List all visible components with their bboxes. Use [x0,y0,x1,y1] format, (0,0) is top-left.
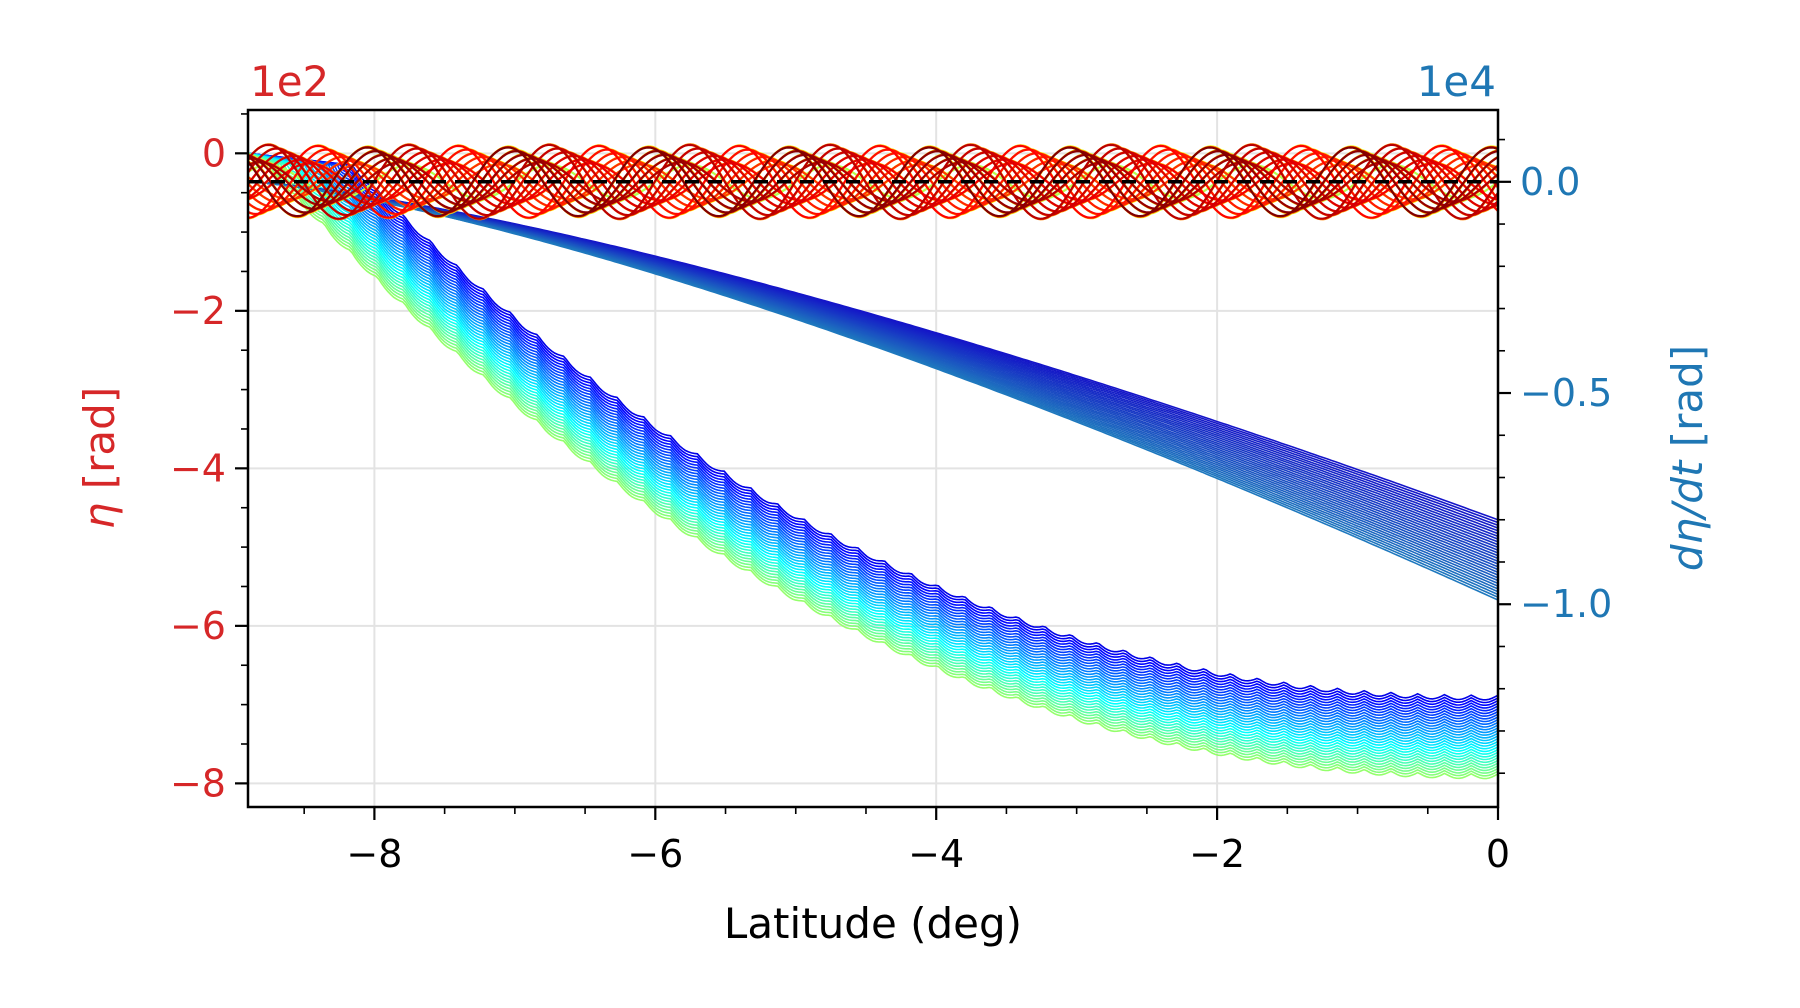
eta-series-line [248,152,1498,761]
oscillation-series-line [248,146,1498,218]
series-layer [248,143,1498,780]
left-axis-label: η [rad] [75,387,124,529]
oscillation-series-line [248,144,1498,219]
frame-layer [246,108,1500,809]
detadt-series-line [248,181,1498,590]
right-axis-label-unit: [rad] [1663,345,1712,461]
eta-series-line [248,152,1498,712]
left-tick-label: 0 [202,131,226,175]
eta-series-line [248,152,1498,769]
detadt-series-line [248,181,1498,535]
left-tick-label: −2 [170,289,226,333]
detadt-series-line [248,181,1498,593]
left-tick-label: −4 [170,446,226,490]
eta-series-line [248,152,1498,715]
tick-layer: −8 −6 −4 −2 0 0 −2 −4 −6 −8 0.0 −0.5 −1.0 [170,113,1612,876]
plot-frame [246,108,1500,809]
eta-series-line [248,152,1498,747]
oscillation-series-line [248,151,1498,213]
oscillation-series-line [248,161,1498,203]
x-tick-label: −2 [1189,832,1245,876]
eta-series-line [248,152,1498,780]
eta-series-line [248,152,1498,701]
left-axis-label-symbol: η [75,503,124,530]
eta-series-line [248,152,1498,772]
detadt-series-line [248,181,1498,596]
eta-series-line [248,152,1498,764]
x-tick-label: 0 [1486,832,1510,876]
eta-series-line [248,152,1498,774]
detadt-series-line [248,181,1498,582]
detadt-series-line [248,181,1498,587]
eta-series-line [248,152,1498,720]
right-tick-label: −0.5 [1520,371,1612,415]
detadt-series-line [248,181,1498,601]
eta-series-line [248,152,1498,707]
eta-series-line [248,152,1498,742]
eta-series-line [248,152,1498,717]
eta-series-line [248,152,1498,750]
eta-series-line [248,152,1498,758]
eta-series-line [248,152,1498,766]
eta-series-line [248,152,1498,731]
eta-series-line [248,152,1498,777]
eta-series-line [248,152,1498,753]
left-offset-text: 1e2 [250,57,329,106]
eta-series-line [248,152,1498,728]
eta-series-line [248,152,1498,709]
eta-series-line [248,152,1498,745]
eta-series-line [248,152,1498,739]
eta-series-line [248,152,1498,704]
eta-series-line [248,152,1498,723]
detadt-series-line [248,181,1498,538]
x-tick-label: −4 [908,832,964,876]
eta-series-line [248,152,1498,726]
x-axis-label: Latitude (deg) [724,899,1022,948]
left-axis-label-unit: [rad] [75,387,124,503]
right-axis-label: dη/dt [rad] [1663,345,1712,571]
right-tick-label: 0.0 [1520,160,1580,204]
right-offset-text: 1e4 [1417,57,1496,106]
x-tick-label: −6 [627,832,683,876]
right-tick-label: −1.0 [1520,582,1612,626]
x-tick-label: −8 [346,832,402,876]
detadt-series-line [248,181,1498,540]
left-tick-label: −8 [170,761,226,805]
eta-series-line [248,152,1498,736]
detadt-series-line [248,181,1498,579]
oscillation-series-line [248,154,1498,209]
left-tick-label: −6 [170,604,226,648]
detadt-series-line [248,181,1498,598]
detadt-series-line [248,181,1498,585]
eta-series-line [248,152,1498,755]
eta-series-line [248,152,1498,734]
right-axis-label-symbol: dη/dt [1663,459,1712,571]
